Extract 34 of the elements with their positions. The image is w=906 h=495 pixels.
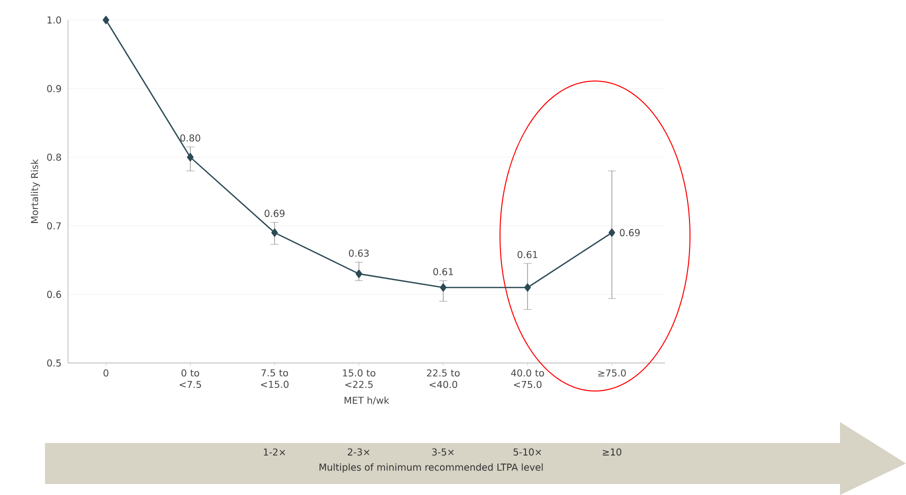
y-tick-label: 0.9 — [47, 84, 61, 92]
text: ≥10 — [602, 448, 622, 456]
x-tick-label: 7.5 to <15.0 — [261, 369, 289, 388]
data-label: 0.69 — [620, 229, 640, 236]
x-tick-label: 0 to <7.5 — [180, 369, 201, 388]
point — [271, 228, 278, 237]
text: Multiples of minimum recommended LTPA level — [320, 463, 543, 473]
x-tick-label: 40.0 to <75.0 — [511, 369, 544, 388]
y-tick-label: 0.8 — [47, 154, 61, 161]
data-label: 0.80 — [180, 134, 200, 142]
y-tick-label: 0.7 — [47, 222, 61, 230]
x-tick-label: 15.0 to <22.5 — [343, 369, 376, 388]
data-label: 0.69 — [264, 210, 284, 217]
text: 5-10× — [514, 448, 542, 456]
y-tick-label: 0.5 — [47, 359, 61, 367]
y-axis-title: Mortality Risk — [30, 159, 40, 223]
point — [440, 283, 447, 292]
data-label: 0.63 — [348, 250, 369, 257]
x-tick-label: 22.5 to <40.0 — [426, 369, 460, 388]
text: 1-2× — [264, 448, 286, 456]
point — [524, 283, 531, 292]
text: 2-3× — [348, 448, 370, 456]
data-label: 0.61 — [518, 250, 538, 258]
y-tick-label: 0.6 — [47, 290, 62, 298]
x-tick-label: ≥75.0 — [598, 369, 626, 377]
data-label: 0.61 — [433, 268, 453, 276]
text: 3-5× — [432, 448, 454, 456]
point — [608, 228, 616, 237]
y-tick-label: 1.0 — [48, 16, 62, 24]
point — [102, 16, 110, 24]
point — [356, 270, 362, 278]
x-tick-label: 0 — [104, 369, 108, 377]
point — [187, 153, 194, 162]
x-axis-title: MET h/wk — [344, 396, 390, 405]
